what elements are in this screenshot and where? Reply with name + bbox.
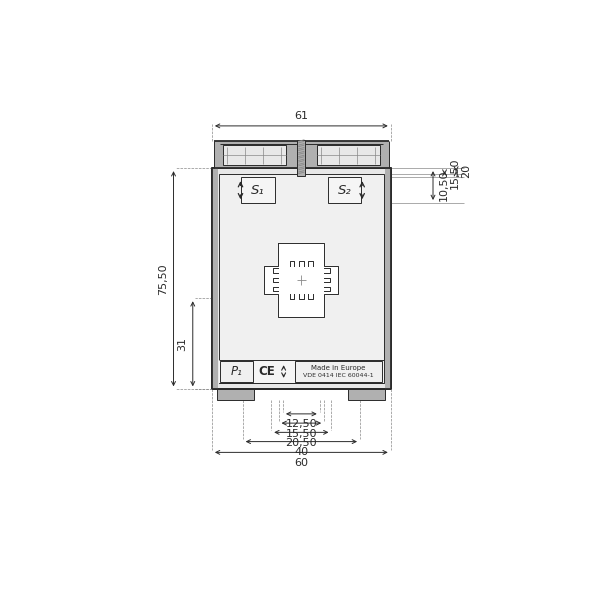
Bar	[219, 360, 384, 383]
Text: 10,50: 10,50	[439, 170, 448, 202]
Bar	[214, 141, 389, 168]
Bar	[385, 168, 391, 389]
Text: S₁: S₁	[251, 184, 265, 197]
Bar	[219, 175, 384, 383]
Bar	[241, 178, 275, 203]
Bar	[295, 361, 382, 382]
Text: CE: CE	[259, 365, 275, 378]
Text: 60: 60	[295, 458, 308, 468]
Text: P₁: P₁	[231, 365, 242, 378]
Bar	[217, 389, 254, 400]
Text: 31: 31	[178, 337, 187, 351]
Text: 20: 20	[461, 164, 472, 178]
Bar	[328, 178, 361, 203]
Bar	[212, 168, 218, 389]
Text: S₂: S₂	[338, 184, 352, 197]
Text: 15,50: 15,50	[450, 157, 460, 188]
Bar	[220, 361, 253, 382]
Text: 12,50: 12,50	[286, 419, 317, 429]
Text: 15,50: 15,50	[286, 428, 317, 439]
Polygon shape	[265, 243, 338, 317]
Text: 20,50: 20,50	[286, 438, 317, 448]
Bar	[223, 145, 286, 165]
Bar	[298, 140, 305, 176]
Text: 75,50: 75,50	[158, 263, 168, 295]
Bar	[317, 145, 380, 165]
Text: 61: 61	[295, 110, 308, 121]
Bar	[212, 168, 391, 389]
Bar	[349, 389, 385, 400]
Text: 40: 40	[294, 447, 308, 457]
Text: Made in Europe: Made in Europe	[311, 365, 366, 371]
Text: VDE 0414 IEC 60044-1: VDE 0414 IEC 60044-1	[304, 373, 374, 378]
